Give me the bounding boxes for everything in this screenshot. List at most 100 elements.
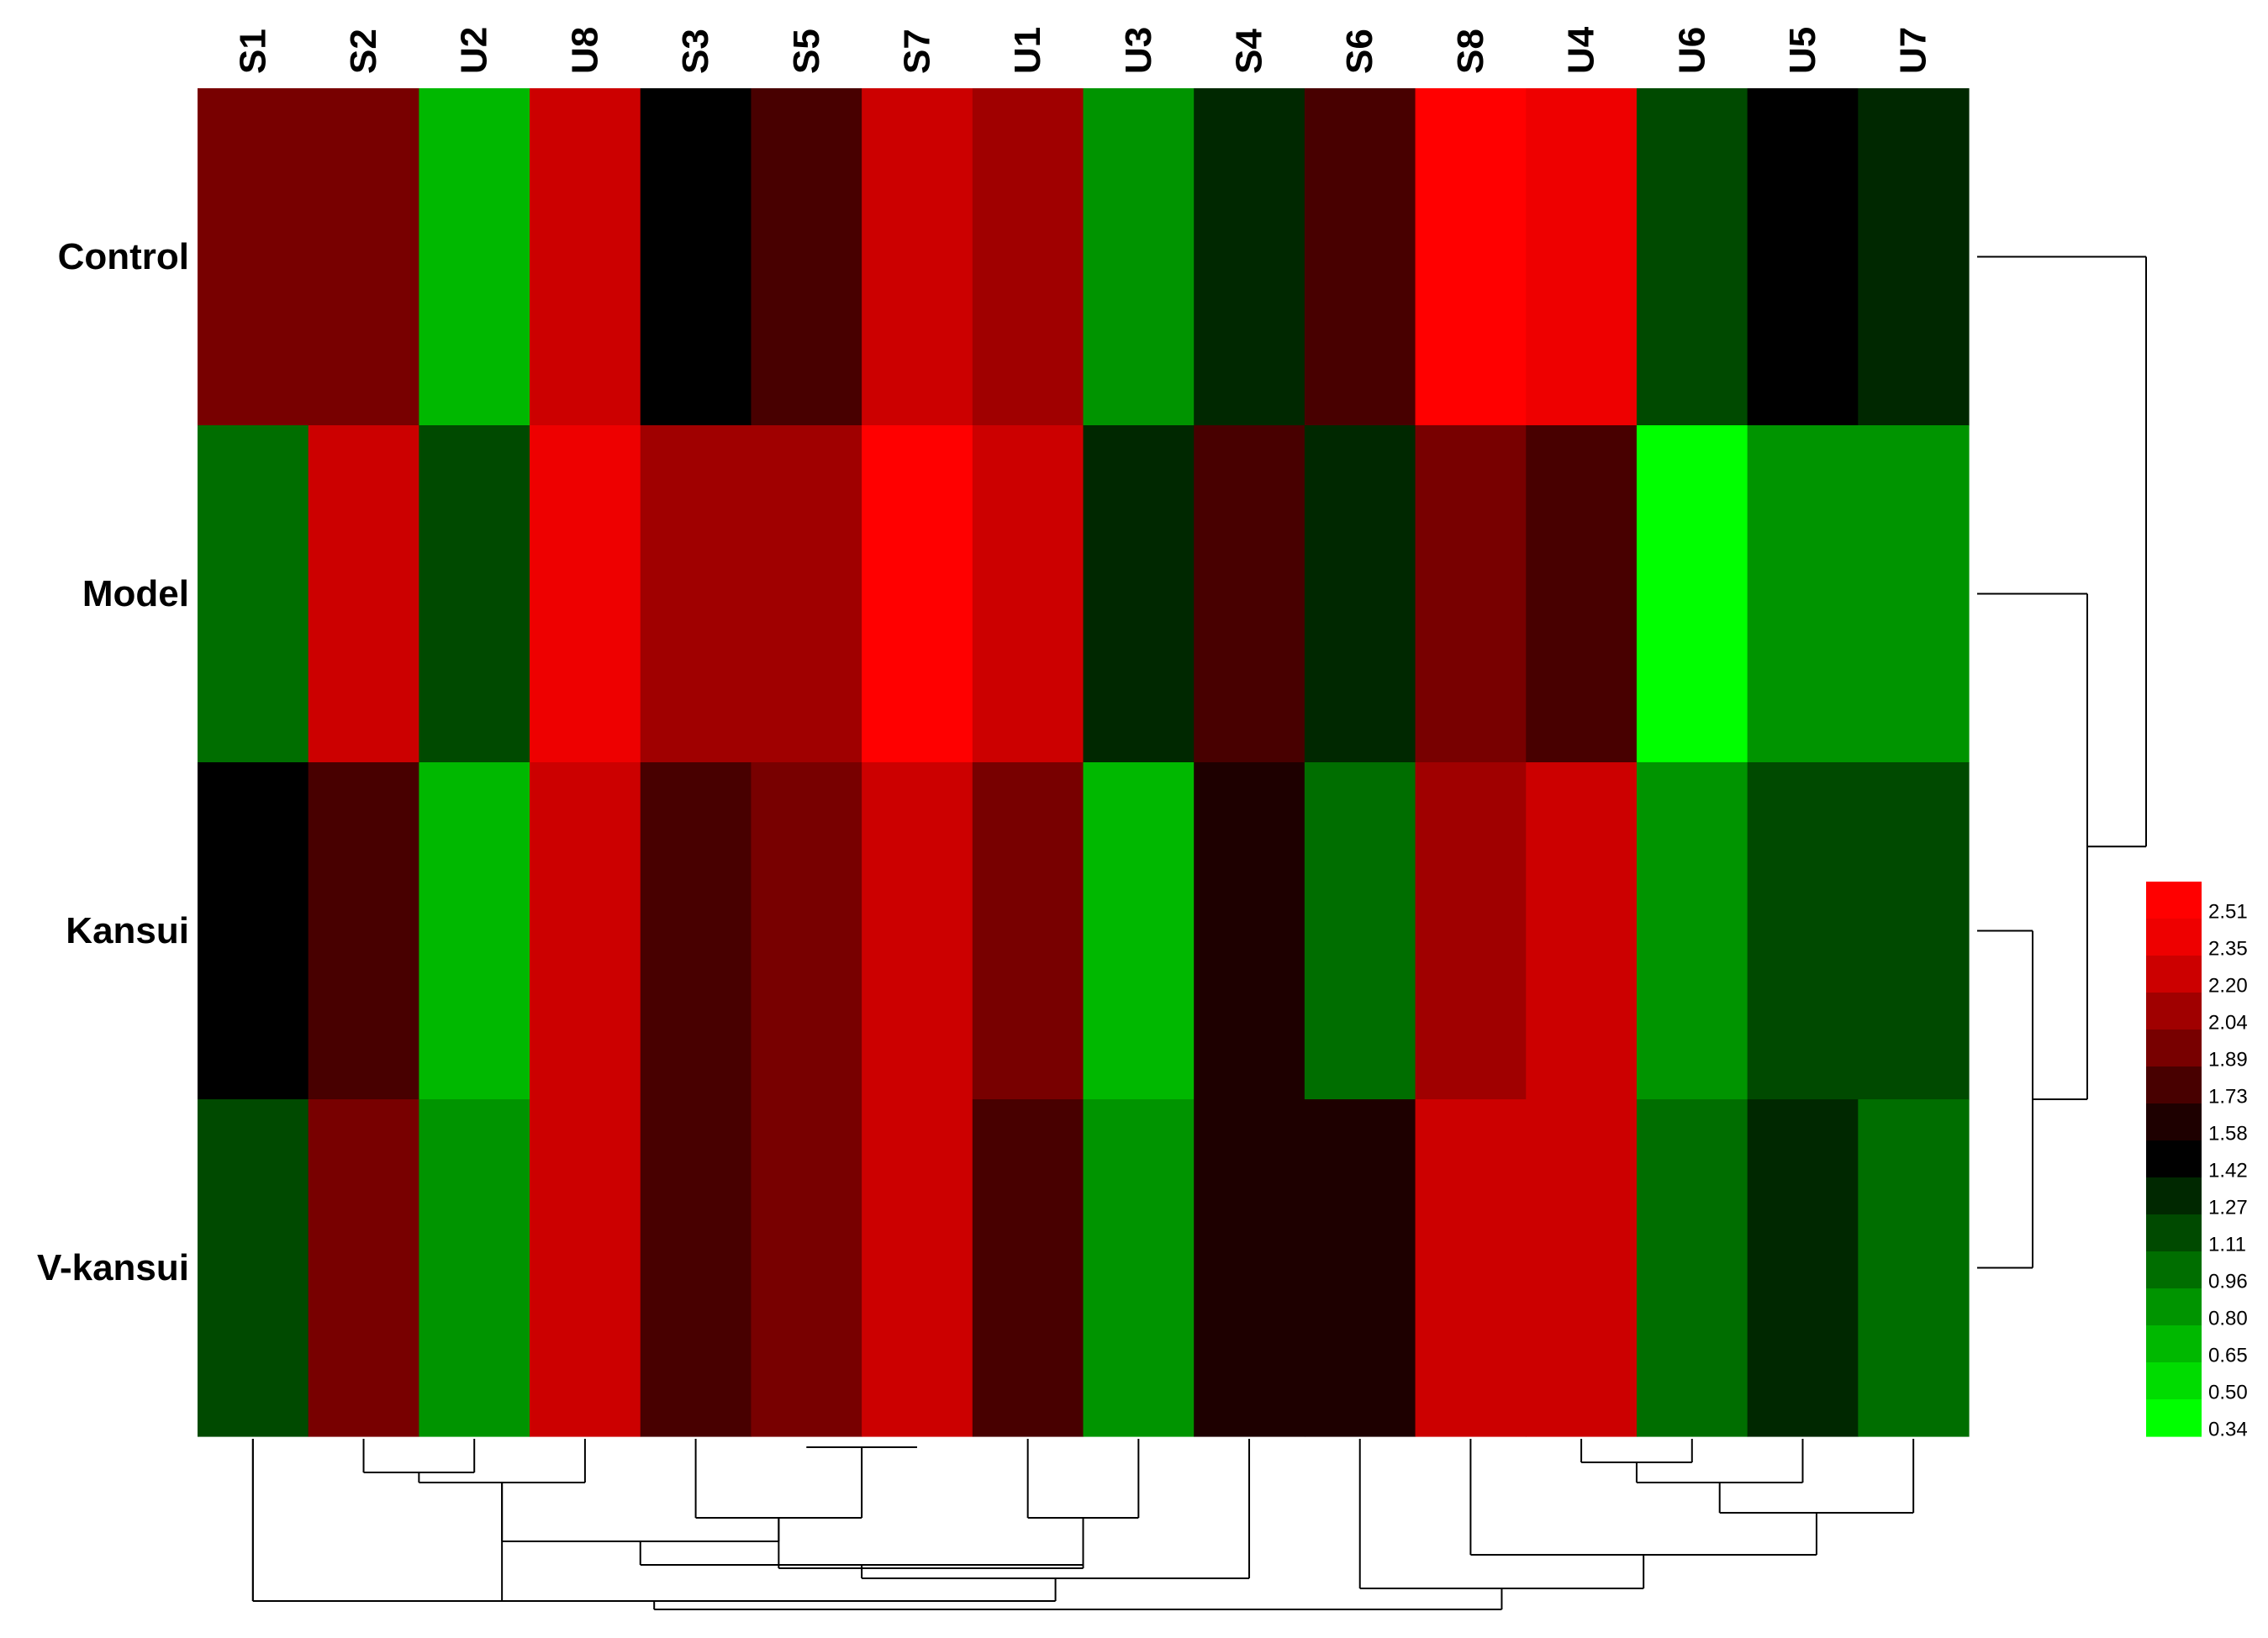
heatmap-cell: [1747, 1099, 1859, 1437]
heatmap-cell: [308, 88, 419, 426]
heatmap-cell: [1194, 425, 1305, 763]
heatmap-cell: [1304, 1099, 1416, 1437]
heatmap-cell: [198, 425, 309, 763]
heatmap-cell: [1526, 88, 1638, 426]
column-label: U3: [1118, 27, 1159, 74]
column-label: U5: [1782, 27, 1823, 74]
heatmap-cell: [1304, 762, 1416, 1100]
column-label: S7: [896, 29, 937, 74]
heatmap-cell: [1747, 425, 1859, 763]
heatmap-cell: [862, 1099, 973, 1437]
heatmap-cell: [1858, 762, 1970, 1100]
heatmap-cell: [751, 762, 862, 1100]
column-label: U8: [564, 27, 605, 74]
heatmap-cell: [1083, 425, 1195, 763]
column-label: U7: [1893, 27, 1934, 74]
legend-swatch: [2146, 1177, 2202, 1215]
legend-tick-label: 0.34: [2208, 1419, 2248, 1441]
legend-tick-label: 2.04: [2208, 1012, 2248, 1035]
heatmap-cell: [1194, 88, 1305, 426]
heatmap-cell: [640, 88, 752, 426]
heatmap-cell: [862, 762, 973, 1100]
heatmap-cell: [1858, 425, 1970, 763]
heatmap-cell: [862, 88, 973, 426]
column-label: U4: [1561, 26, 1602, 74]
legend-tick-label: 1.73: [2208, 1086, 2248, 1109]
heatmap-cell: [1747, 88, 1859, 426]
heatmap-cell: [198, 88, 309, 426]
heatmap-cell: [419, 88, 530, 426]
legend-tick-label: 0.50: [2208, 1382, 2248, 1404]
heatmap-cell: [1526, 1099, 1638, 1437]
heatmap-cell: [1194, 762, 1305, 1100]
column-label: S5: [786, 29, 827, 74]
legend-tick-label: 1.42: [2208, 1160, 2248, 1182]
legend-swatch: [2146, 1362, 2202, 1400]
legend-tick-label: 2.51: [2208, 901, 2248, 924]
column-label: U1: [1007, 27, 1048, 74]
heatmap-cell: [1194, 1099, 1305, 1437]
legend-swatch: [2146, 1067, 2202, 1104]
legend-tick-label: 2.35: [2208, 938, 2248, 961]
heatmap-cell: [1526, 425, 1638, 763]
heatmap-cell: [1415, 1099, 1527, 1437]
row-labels: Control Model Kansui V-kansui: [37, 236, 189, 1288]
color-legend: 2.51 2.35 2.20 2.04 1.89 1.73 1.58 1.42 1.27 1.11…: [2146, 882, 2248, 1441]
heatmap-cell: [1858, 88, 1970, 426]
heatmap-cell: [198, 762, 309, 1100]
heatmap-cell: [419, 762, 530, 1100]
heatmap-cell: [972, 88, 1084, 426]
heatmap-cell: [530, 88, 641, 426]
heatmap-cell: [1636, 762, 1748, 1100]
column-label: S3: [675, 29, 716, 74]
heatmap-cell: [972, 1099, 1084, 1437]
legend-swatch: [2146, 1325, 2202, 1363]
legend-swatch: [2146, 1214, 2202, 1252]
heatmap-cell: [308, 425, 419, 763]
heatmap-cell: [972, 762, 1084, 1100]
heatmap-cell: [419, 1099, 530, 1437]
heatmap-cell: [1415, 425, 1527, 763]
heatmap-cell: [1636, 1099, 1748, 1437]
legend-swatch: [2146, 1399, 2202, 1437]
heatmap-cell: [1304, 88, 1416, 426]
column-label: U2: [454, 27, 495, 74]
heatmap-cell: [308, 762, 419, 1100]
heatmap-cell: [1636, 88, 1748, 426]
column-label: U6: [1671, 27, 1712, 74]
heatmap-cell: [1415, 762, 1527, 1100]
heatmap-cell: [751, 88, 862, 426]
heatmap-cell: [308, 1099, 419, 1437]
legend-swatch: [2146, 993, 2202, 1030]
heatmap-cell: [1083, 1099, 1195, 1437]
heatmap-cell: [530, 425, 641, 763]
legend-swatch: [2146, 882, 2202, 919]
legend-tick-label: 0.65: [2208, 1345, 2248, 1367]
heatmap-cell: [1858, 1099, 1970, 1437]
column-label: S6: [1339, 29, 1380, 74]
legend-tick-label: 0.80: [2208, 1308, 2248, 1330]
heatmap-cell: [972, 425, 1084, 763]
row-label: V-kansui: [37, 1247, 189, 1288]
heatmap-cell: [1304, 425, 1416, 763]
legend-swatch: [2146, 919, 2202, 956]
column-label: S4: [1229, 29, 1270, 74]
column-dendrogram: [251, 1439, 1915, 1610]
heatmap-cell: [1636, 425, 1748, 763]
heatmap-cell: [1083, 88, 1195, 426]
heatmap-cell: [751, 1099, 862, 1437]
heatmap-cell: [640, 1099, 752, 1437]
legend-tick-label: 1.11: [2208, 1234, 2246, 1256]
legend-swatch: [2146, 1030, 2202, 1067]
row-label: Model: [82, 573, 189, 614]
heatmap-cells: [198, 88, 1970, 1437]
heatmap-cell: [1415, 88, 1527, 426]
legend-swatch: [2146, 1251, 2202, 1289]
legend-swatch: [2146, 1288, 2202, 1326]
legend-tick-label: 2.20: [2208, 975, 2248, 998]
heatmap-cell: [751, 425, 862, 763]
column-labels: S1 S2 U2 U8 S3 S5 S7 U1 U3 S4 S6 S8 U4 U6 U5 U7: [232, 26, 1933, 74]
legend-tick-label: 0.96: [2208, 1271, 2248, 1293]
heatmap-cell: [1747, 762, 1859, 1100]
